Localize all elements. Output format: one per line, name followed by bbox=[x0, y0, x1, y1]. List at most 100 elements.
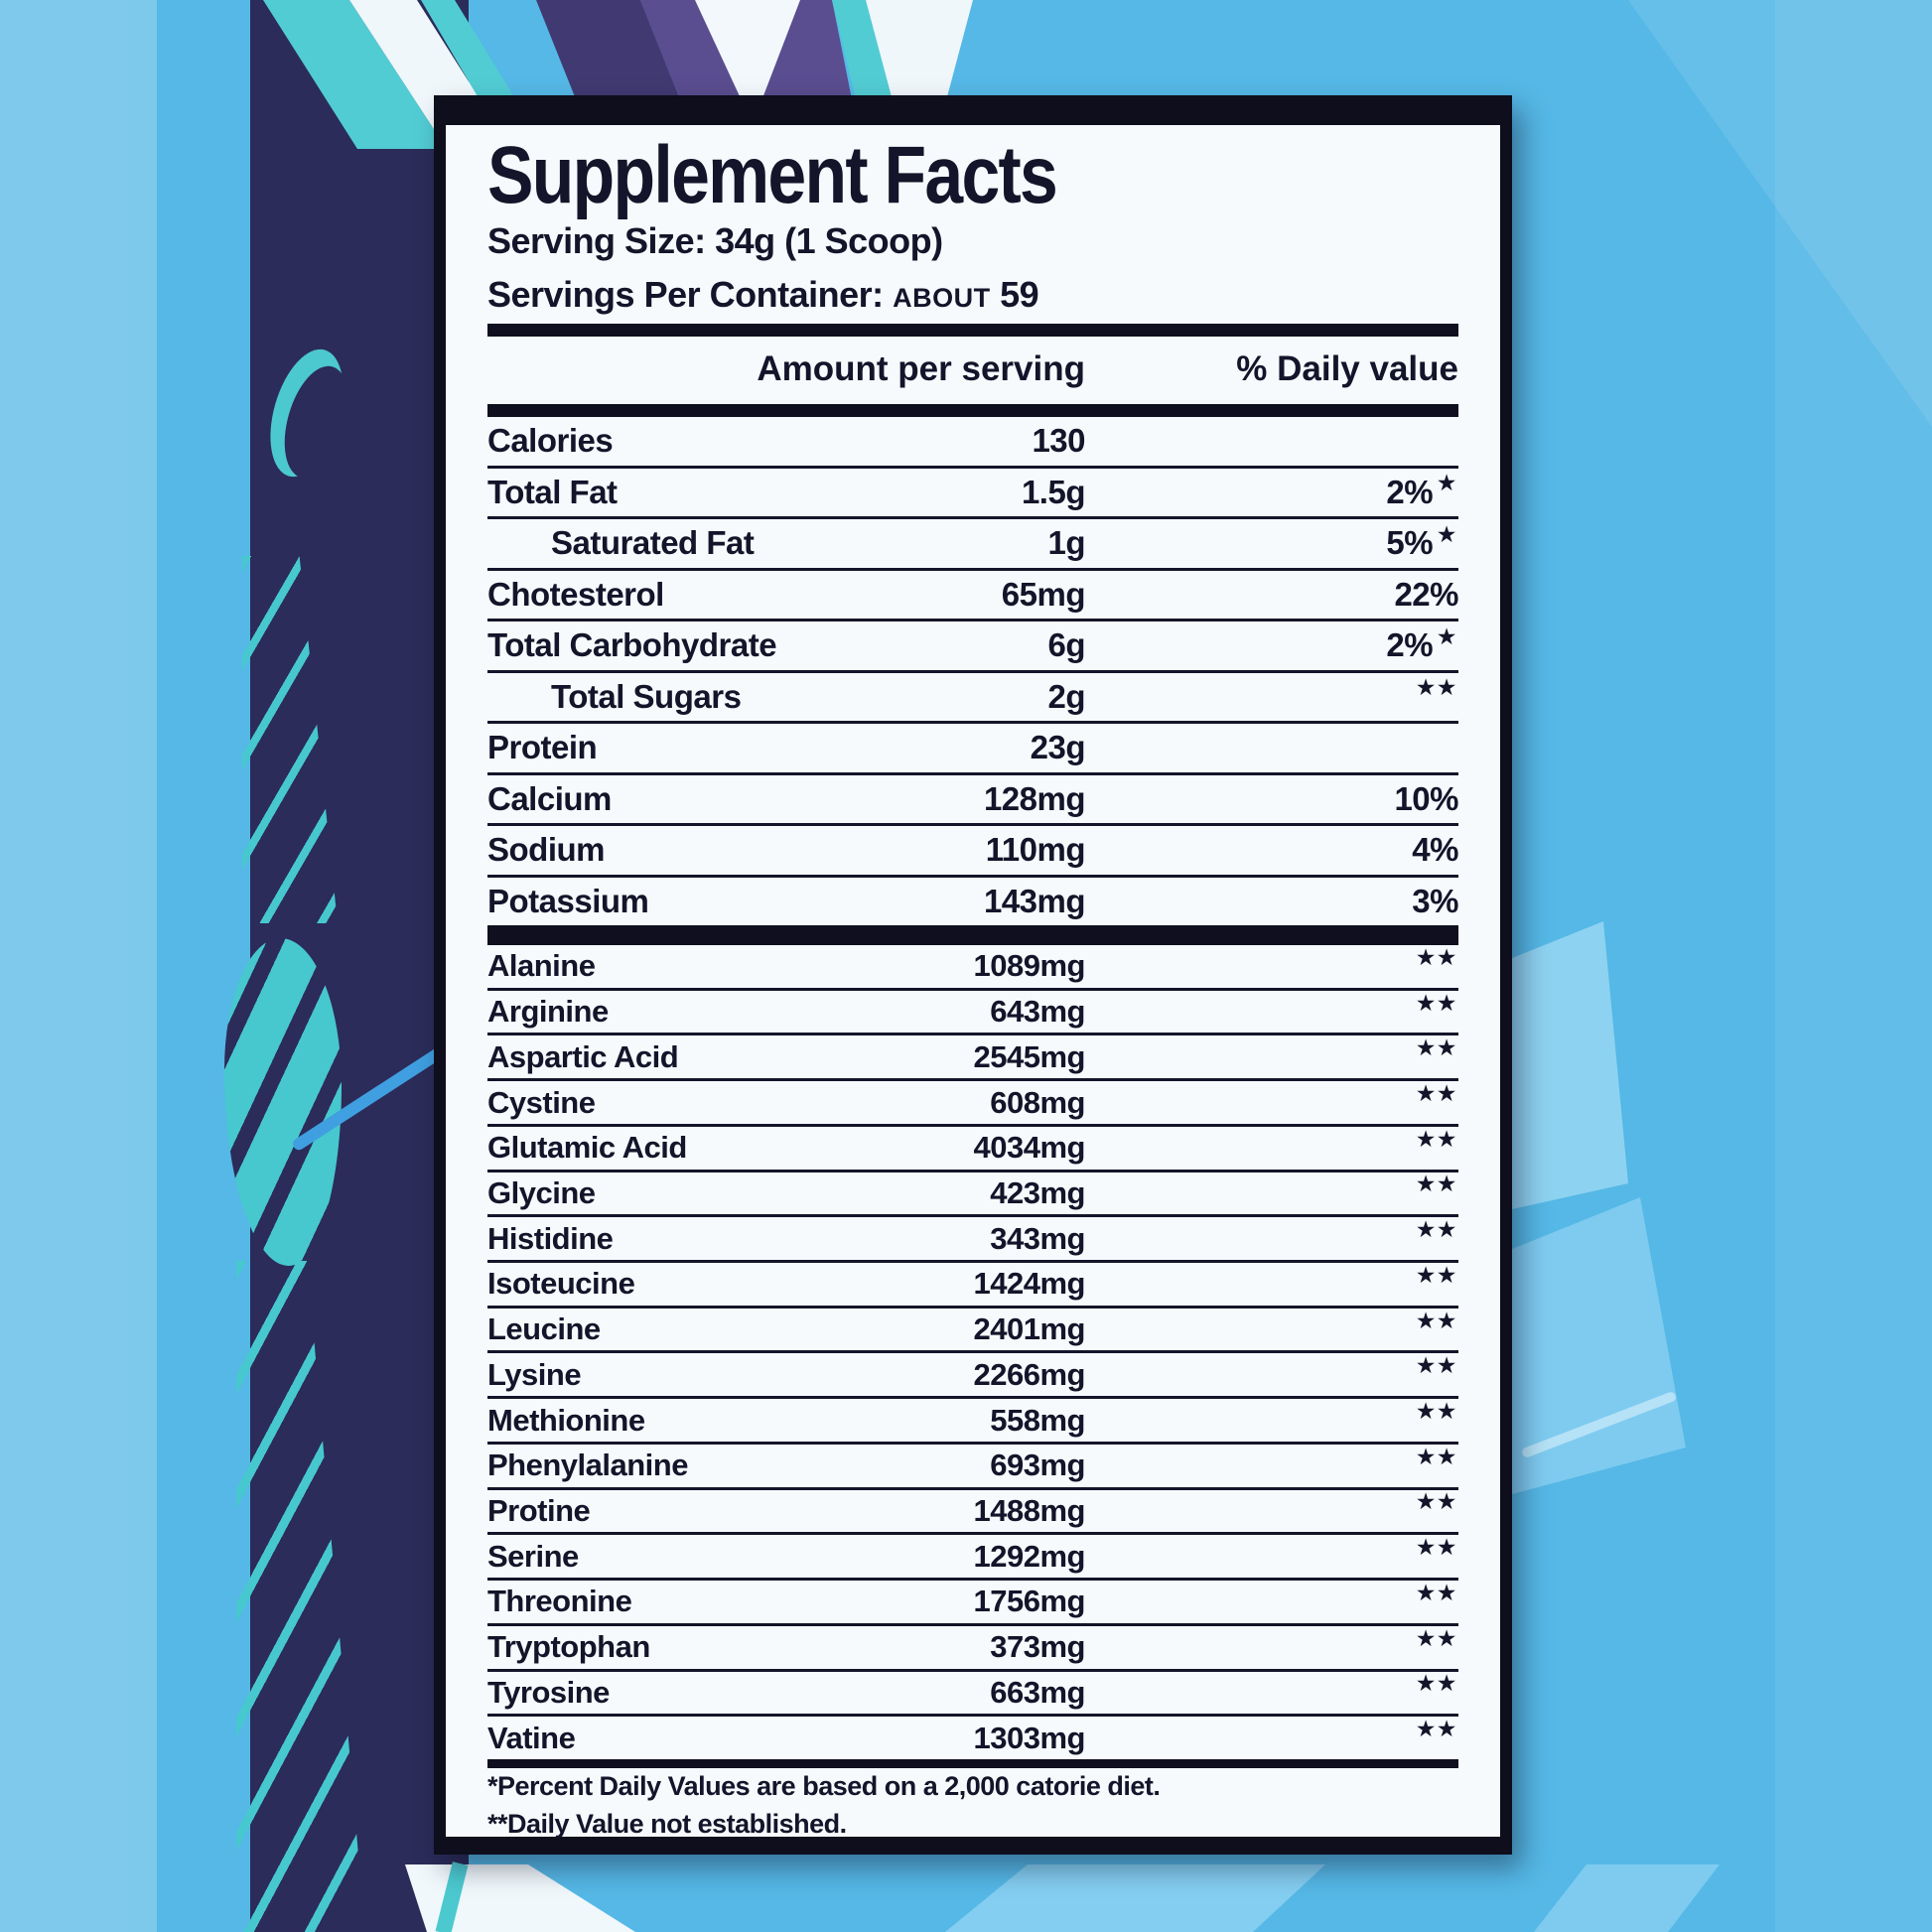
no-dv-stars: ★★ bbox=[1417, 946, 1458, 969]
nutrient-name: Methionine bbox=[487, 1402, 645, 1438]
amino-acid-table: Alanine 1089mg ★★ Arginine 643mg ★★ Aspartic A… bbox=[487, 945, 1458, 1759]
nutrient-name: Total Carbohydrate bbox=[487, 626, 777, 664]
daily-value-percent: 3% bbox=[1412, 882, 1458, 919]
nutrient-name: Calcium bbox=[487, 779, 612, 817]
nutrient-name: Chotesterol bbox=[487, 575, 664, 613]
no-dv-stars: ★★ bbox=[1417, 1355, 1458, 1378]
no-dv-stars: ★★ bbox=[1417, 1719, 1458, 1741]
table-row: Leucine 2401mg ★★ bbox=[487, 1309, 1458, 1354]
daily-value-cell: 2% ★ bbox=[1386, 626, 1458, 664]
footnote-not-established: **Daily Value not established. bbox=[487, 1809, 847, 1839]
nutrient-name: Glutamic Acid bbox=[487, 1130, 687, 1166]
daily-value-cell: ★★ bbox=[1412, 1219, 1458, 1251]
table-row: Saturated Fat 1g 5% ★ bbox=[487, 519, 1458, 571]
nutrient-name: Vatine bbox=[487, 1720, 576, 1755]
no-dv-stars: ★★ bbox=[1417, 1491, 1458, 1514]
table-row: Protein 23g bbox=[487, 724, 1458, 775]
nutrient-name: Leucine bbox=[487, 1311, 601, 1347]
no-dv-stars: ★★ bbox=[1417, 1219, 1458, 1242]
nutrient-amount: 1089mg bbox=[973, 948, 1086, 984]
nutrient-name: Protein bbox=[487, 729, 598, 766]
nutrient-amount: 2g bbox=[1047, 677, 1085, 715]
table-row: Calcium 128mg 10% bbox=[487, 775, 1458, 826]
daily-value-cell: ★★ bbox=[1412, 947, 1458, 979]
no-dv-stars: ★★ bbox=[1417, 992, 1458, 1015]
table-row: Lysine 2266mg ★★ bbox=[487, 1353, 1458, 1400]
daily-value-cell: ★★ bbox=[1412, 1083, 1458, 1115]
no-dv-stars: ★★ bbox=[1417, 1083, 1458, 1106]
supplement-facts-panel: Supplement Facts Serving Size: 34g (1 Sc… bbox=[434, 95, 1512, 1855]
table-row: Alanine 1089mg ★★ bbox=[487, 945, 1458, 991]
no-dv-stars: ★ bbox=[1438, 523, 1458, 546]
table-row: Tyrosine 663mg ★★ bbox=[487, 1672, 1458, 1718]
table-row: Total Fat 1.5g 2% ★ bbox=[487, 469, 1458, 519]
daily-value-percent: 4% bbox=[1412, 831, 1458, 869]
nutrient-amount: 2545mg bbox=[973, 1038, 1086, 1074]
daily-value-cell: ★★ bbox=[1412, 1173, 1458, 1205]
nutrient-amount: 558mg bbox=[990, 1402, 1085, 1438]
nutrient-amount: 1756mg bbox=[973, 1584, 1086, 1619]
nutrient-amount: 1488mg bbox=[973, 1492, 1086, 1528]
nutrient-amount: 1292mg bbox=[973, 1538, 1086, 1574]
nutrient-name: Threonine bbox=[487, 1584, 632, 1619]
footnote-daily-values: *Percent Daily Values are based on a 2,0… bbox=[487, 1771, 1161, 1801]
servings-per-container-line: Servings Per Container: About 59 bbox=[487, 274, 1039, 316]
background-left-strip bbox=[0, 0, 157, 1932]
daily-value-cell: 5% ★ bbox=[1386, 524, 1458, 562]
teal-striped-blob bbox=[224, 938, 342, 1266]
nutrient-amount: 608mg bbox=[990, 1084, 1085, 1120]
table-row: Aspartic Acid 2545mg ★★ bbox=[487, 1035, 1458, 1082]
thick-rule bbox=[487, 404, 1458, 417]
no-dv-stars: ★★ bbox=[1417, 1537, 1458, 1560]
table-row: Tryptophan 373mg ★★ bbox=[487, 1626, 1458, 1672]
table-row: Threonine 1756mg ★★ bbox=[487, 1581, 1458, 1626]
daily-value-cell: ★★ bbox=[1412, 1491, 1458, 1523]
table-row: Phenylalanine 693mg ★★ bbox=[487, 1445, 1458, 1490]
daily-value-cell: ★★ bbox=[1412, 1355, 1458, 1387]
table-row: Chotesterol 65mg 22% bbox=[487, 571, 1458, 621]
daily-value-cell: ★★ bbox=[1412, 1537, 1458, 1569]
table-row: Total Sugars 2g ★★ bbox=[487, 673, 1458, 724]
daily-value-cell: ★★ bbox=[1412, 1673, 1458, 1705]
nutrient-name: Aspartic Acid bbox=[487, 1038, 679, 1074]
no-dv-stars: ★★ bbox=[1417, 1673, 1458, 1696]
column-header-amount: Amount per serving bbox=[757, 349, 1085, 388]
nutrient-name: Phenylalanine bbox=[487, 1448, 688, 1483]
no-dv-stars: ★★ bbox=[1417, 1173, 1458, 1196]
daily-value-cell: ★★ bbox=[1412, 1719, 1458, 1750]
table-row: Sodium 110mg 4% bbox=[487, 826, 1458, 878]
panel-content: Supplement Facts Serving Size: 34g (1 Sc… bbox=[446, 125, 1500, 1839]
table-row: Methionine 558mg ★★ bbox=[487, 1399, 1458, 1445]
table-row: Potassium 143mg 3% bbox=[487, 878, 1458, 926]
nutrient-name: Potassium bbox=[487, 882, 649, 919]
nutrient-name: Lysine bbox=[487, 1356, 582, 1392]
daily-value-cell: 4% bbox=[1412, 831, 1458, 869]
nutrient-amount: 1424mg bbox=[973, 1266, 1086, 1302]
table-row: Isoteucine 1424mg ★★ bbox=[487, 1263, 1458, 1309]
nutrient-name: Histidine bbox=[487, 1220, 614, 1256]
table-row: Serine 1292mg ★★ bbox=[487, 1535, 1458, 1582]
servings-about: About bbox=[893, 283, 991, 313]
table-row: Vatine 1303mg ★★ bbox=[487, 1717, 1458, 1759]
daily-value-cell: ★★ bbox=[1412, 1583, 1458, 1614]
nutrient-amount: 2266mg bbox=[973, 1356, 1086, 1392]
nutrient-amount: 1g bbox=[1047, 524, 1085, 562]
table-row: Calories 130 bbox=[487, 417, 1458, 469]
nutrient-amount: 1.5g bbox=[1021, 473, 1086, 510]
no-dv-stars: ★★ bbox=[1417, 1446, 1458, 1468]
nutrient-amount: 423mg bbox=[990, 1174, 1085, 1210]
nutrient-amount: 643mg bbox=[990, 994, 1085, 1030]
nutrient-name: Cystine bbox=[487, 1084, 596, 1120]
nutrient-amount: 65mg bbox=[1001, 575, 1086, 613]
no-dv-stars: ★★ bbox=[1417, 1037, 1458, 1060]
daily-value-cell: ★★ bbox=[1412, 677, 1458, 709]
daily-value-cell: ★★ bbox=[1412, 1628, 1458, 1660]
daily-value-cell: ★★ bbox=[1412, 1129, 1458, 1161]
table-row: Cystine 608mg ★★ bbox=[487, 1081, 1458, 1127]
nutrient-table: Calories 130 Total Fat 1.5g 2% ★ Saturated Fat… bbox=[487, 417, 1458, 925]
background-right-strip bbox=[1775, 0, 1932, 1932]
nutrient-name: Isoteucine bbox=[487, 1266, 635, 1302]
nutrient-name: Glycine bbox=[487, 1174, 596, 1210]
no-dv-stars: ★ bbox=[1438, 625, 1458, 648]
